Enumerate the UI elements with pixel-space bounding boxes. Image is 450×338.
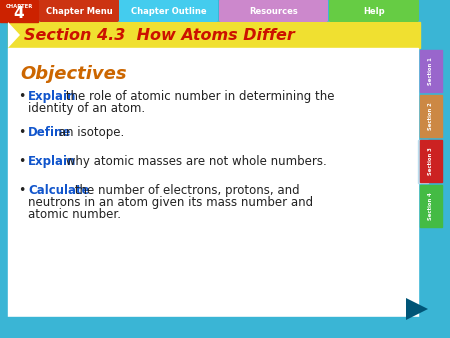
Text: why atomic masses are not whole numbers.: why atomic masses are not whole numbers. [62, 155, 327, 168]
Polygon shape [8, 22, 20, 48]
Text: Resources: Resources [249, 6, 298, 16]
Text: Explain: Explain [28, 90, 76, 103]
Text: Section 3: Section 3 [428, 147, 433, 175]
Text: 4: 4 [14, 5, 24, 21]
Text: •: • [18, 184, 25, 197]
FancyBboxPatch shape [119, 0, 218, 22]
Bar [420, 95, 442, 137]
FancyBboxPatch shape [329, 0, 419, 22]
FancyBboxPatch shape [39, 0, 119, 22]
Bar [420, 185, 442, 227]
Text: atomic number.: atomic number. [28, 208, 121, 221]
FancyBboxPatch shape [219, 0, 328, 22]
Text: Explain: Explain [28, 155, 76, 168]
Text: •: • [18, 155, 25, 168]
Text: Calculate: Calculate [28, 184, 90, 197]
Text: the number of electrons, protons, and: the number of electrons, protons, and [71, 184, 300, 197]
Bar [0, 0, 38, 22]
Text: Help: Help [363, 6, 385, 16]
Text: •: • [18, 90, 25, 103]
Text: Section 4.3  How Atoms Differ: Section 4.3 How Atoms Differ [24, 27, 295, 43]
Polygon shape [406, 298, 428, 320]
Text: Chapter Outline: Chapter Outline [130, 6, 206, 16]
Bar [418, 140, 428, 183]
Text: neutrons in an atom given its mass number and: neutrons in an atom given its mass numbe… [28, 196, 313, 209]
Text: Section 4: Section 4 [428, 192, 433, 220]
Text: an isotope.: an isotope. [55, 126, 124, 139]
Text: identity of an atom.: identity of an atom. [28, 102, 145, 115]
Text: CHAPTER: CHAPTER [5, 4, 33, 9]
Text: Objectives: Objectives [20, 65, 126, 83]
Text: the role of atomic number in determining the: the role of atomic number in determining… [62, 90, 334, 103]
Bar [420, 140, 442, 182]
Text: •: • [18, 126, 25, 139]
Bar [420, 50, 442, 92]
Bar [0, 317, 450, 338]
Bar [8, 22, 420, 48]
Text: Chapter Menu: Chapter Menu [45, 6, 112, 16]
Bar [0, 0, 450, 22]
Bar [8, 48, 418, 320]
Text: Section 1: Section 1 [428, 57, 433, 85]
Text: Define: Define [28, 126, 72, 139]
Text: Section 2: Section 2 [428, 102, 433, 130]
